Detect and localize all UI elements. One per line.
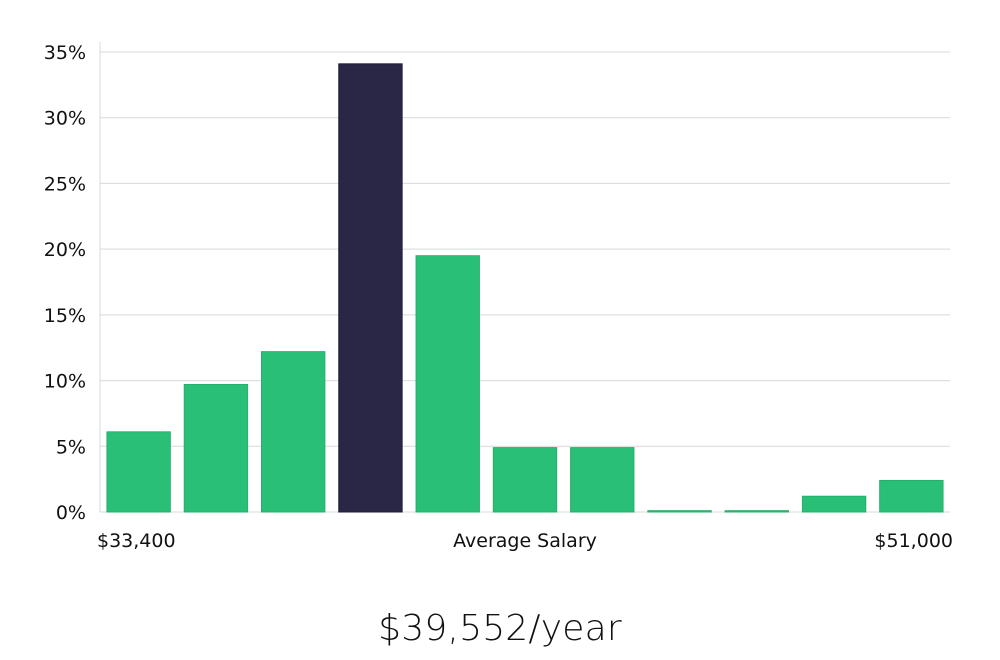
salary-histogram: 0% 5% 10% 15% 20% 25% 30% 35% $33,400 Average S… xyxy=(44,42,953,552)
y-tick-label: 5% xyxy=(56,436,86,458)
y-tick-label: 0% xyxy=(56,502,86,524)
histogram-bar xyxy=(801,495,867,513)
average-salary-value: $39,552/year xyxy=(378,608,622,649)
y-tick-label: 30% xyxy=(44,108,86,130)
histogram-bar xyxy=(183,384,249,513)
y-axis-ticks: 0% 5% 10% 15% 20% 25% 30% 35% xyxy=(44,42,86,524)
histogram-bar xyxy=(106,431,171,513)
y-tick-label: 10% xyxy=(44,371,86,393)
histogram-bar xyxy=(879,479,944,513)
x-min-label: $33,400 xyxy=(97,530,176,552)
y-tick-label: 35% xyxy=(44,42,86,64)
histogram-bar xyxy=(261,351,326,513)
histogram-bar xyxy=(647,510,712,513)
histogram-bar-highlighted xyxy=(338,63,403,513)
x-max-label: $51,000 xyxy=(874,530,953,552)
y-tick-label: 15% xyxy=(44,305,86,327)
chart-canvas: 0% 5% 10% 15% 20% 25% 30% 35% $33,400 Average S… xyxy=(44,42,953,552)
bars xyxy=(106,63,944,513)
x-axis-title: Average Salary xyxy=(453,530,597,552)
y-tick-label: 25% xyxy=(44,173,86,195)
histogram-bar xyxy=(570,447,635,513)
y-tick-label: 20% xyxy=(44,239,86,261)
histogram-bar xyxy=(415,255,480,513)
histogram-bar xyxy=(492,447,558,513)
histogram-bar xyxy=(724,510,790,513)
